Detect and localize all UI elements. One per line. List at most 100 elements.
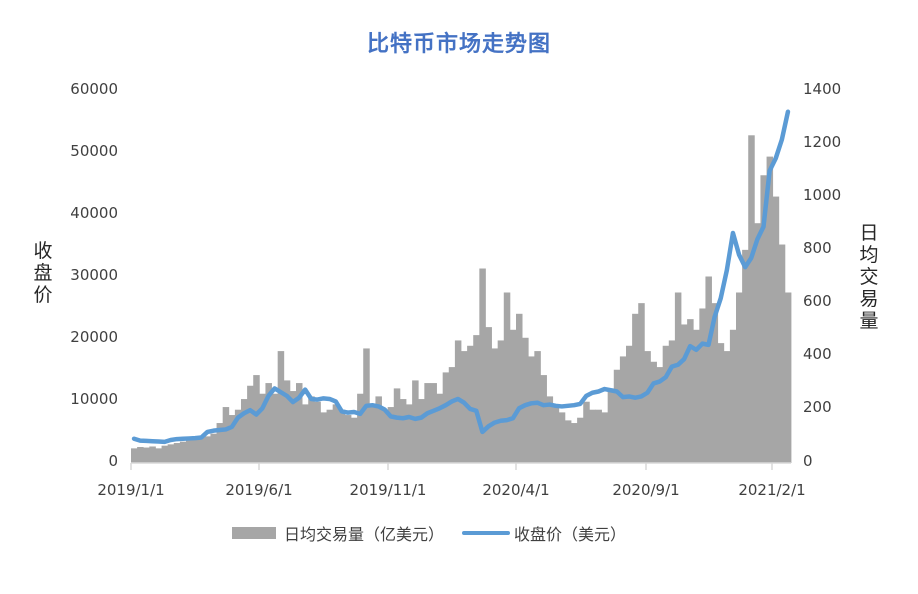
volume-bar bbox=[540, 375, 547, 463]
volume-bar bbox=[289, 391, 297, 463]
volume-bar bbox=[711, 303, 719, 463]
right-tick: 1000 bbox=[803, 186, 842, 204]
left-tick: 50000 bbox=[70, 142, 118, 160]
volume-bar bbox=[430, 383, 437, 463]
volume-bar bbox=[406, 404, 413, 463]
volume-bar bbox=[271, 393, 279, 463]
volume-bar bbox=[681, 324, 688, 463]
volume-bar bbox=[558, 412, 566, 463]
x-tick-label: 2020/9/1 bbox=[612, 481, 680, 499]
right-tick: 800 bbox=[803, 239, 832, 257]
volume-bar bbox=[210, 433, 217, 463]
volume-bar bbox=[497, 340, 505, 463]
volume-bar bbox=[393, 388, 401, 463]
volume-bar bbox=[644, 351, 651, 463]
volume-bar bbox=[503, 292, 511, 463]
volume-bar bbox=[626, 345, 633, 463]
right-tick: 1200 bbox=[803, 133, 842, 151]
legend-price-swatch bbox=[462, 531, 511, 535]
right-tick: 0 bbox=[803, 452, 813, 470]
volume-bar bbox=[277, 351, 285, 463]
volume-bar bbox=[351, 417, 358, 463]
volume-bar bbox=[387, 407, 395, 463]
left-tick: 10000 bbox=[70, 390, 118, 408]
volume-bar bbox=[571, 423, 578, 463]
volume-bar bbox=[186, 440, 193, 463]
volume-bar bbox=[448, 367, 456, 463]
left-tick: 0 bbox=[108, 452, 118, 470]
chart-title: 比特币市场走势图 bbox=[366, 32, 551, 57]
volume-bar bbox=[595, 409, 602, 463]
volume-bar bbox=[241, 399, 248, 463]
volume-bar bbox=[344, 415, 352, 463]
volume-bar bbox=[216, 423, 224, 463]
volume-bar bbox=[418, 399, 425, 463]
volume-bar bbox=[357, 393, 364, 463]
volume-bar bbox=[662, 345, 670, 463]
volume-bar bbox=[632, 313, 639, 463]
volume-bar bbox=[338, 409, 346, 463]
volume-bar bbox=[442, 372, 450, 463]
volume-bar bbox=[668, 340, 676, 463]
volume-bar bbox=[461, 351, 468, 463]
volume-bar bbox=[320, 412, 327, 463]
price-line bbox=[131, 109, 791, 445]
volume-bar bbox=[381, 409, 389, 463]
left-tick: 40000 bbox=[70, 204, 118, 222]
volume-bar bbox=[473, 335, 480, 463]
volume-bar bbox=[137, 447, 144, 463]
volume-bar bbox=[546, 396, 554, 463]
right-tick: 600 bbox=[803, 292, 832, 310]
legend-price-label: 收盘价（美元） bbox=[514, 525, 627, 544]
left-axis-title: 收盘价 bbox=[33, 240, 53, 306]
volume-bar bbox=[167, 444, 175, 463]
right-axis-title: 日均交易量 bbox=[859, 222, 879, 332]
volume-bar bbox=[723, 351, 731, 463]
volume-bar bbox=[253, 375, 260, 463]
volume-bar bbox=[650, 361, 657, 463]
volume-bar bbox=[204, 436, 211, 463]
volume-bar bbox=[601, 412, 609, 463]
volume-bar bbox=[332, 404, 340, 463]
volume-bar bbox=[742, 249, 749, 463]
volume-bar bbox=[369, 404, 376, 463]
volume-bar bbox=[589, 409, 596, 463]
left-tick: 20000 bbox=[70, 328, 118, 346]
volume-bar bbox=[179, 441, 187, 463]
volume-bar bbox=[485, 327, 492, 463]
volume-bar bbox=[234, 409, 242, 463]
volume-bar bbox=[479, 268, 486, 463]
legend-volume-label: 日均交易量（亿美元） bbox=[284, 525, 445, 544]
x-axis-ticks bbox=[130, 463, 773, 470]
volume-bar bbox=[772, 196, 780, 463]
left-tick: 60000 bbox=[70, 80, 118, 98]
volume-bar bbox=[674, 292, 682, 463]
x-tick-label: 2019/6/1 bbox=[225, 481, 293, 499]
volume-bar bbox=[143, 447, 150, 463]
volume-bar bbox=[259, 393, 266, 463]
volume-bar bbox=[222, 407, 230, 463]
volume-bar bbox=[308, 396, 315, 463]
volume-bar bbox=[613, 369, 621, 463]
legend: 日均交易量（亿美元） 收盘价（美元） bbox=[232, 521, 626, 545]
legend-volume-swatch bbox=[232, 527, 276, 539]
volume-bar bbox=[302, 404, 309, 463]
volume-bar bbox=[247, 385, 254, 463]
volume-bar bbox=[736, 292, 743, 463]
volume-bar bbox=[778, 244, 786, 463]
volume-bar bbox=[760, 175, 767, 463]
volume-bar bbox=[583, 401, 590, 463]
volume-bar bbox=[717, 343, 725, 463]
volume-bar bbox=[638, 303, 645, 463]
volume-bar bbox=[516, 313, 523, 463]
volume-bar bbox=[564, 420, 572, 463]
volume-bar bbox=[149, 446, 156, 463]
volume-bar bbox=[265, 383, 272, 463]
volume-bar bbox=[522, 337, 529, 463]
right-tick: 200 bbox=[803, 398, 832, 416]
volume-bar bbox=[693, 329, 700, 463]
volume-bar bbox=[192, 439, 199, 463]
volume-bar bbox=[399, 399, 407, 463]
volume-bar bbox=[754, 223, 761, 463]
